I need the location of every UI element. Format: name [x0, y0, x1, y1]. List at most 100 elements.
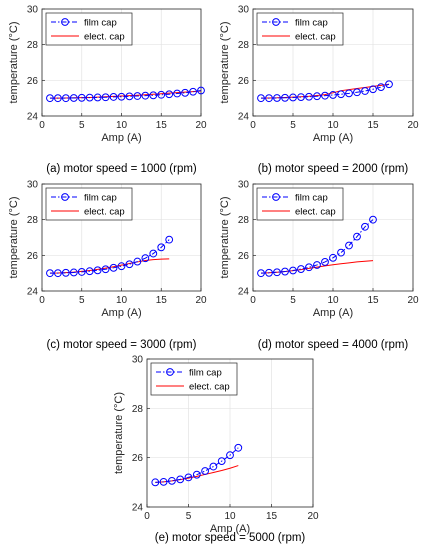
legend-label-film-cap: film cap — [189, 368, 222, 379]
data-point-film-cap — [117, 262, 126, 271]
legend-box — [256, 12, 344, 46]
y-tick-label: 28 — [27, 40, 39, 51]
y-tick-label: 26 — [132, 453, 144, 464]
data-point-film-cap — [257, 94, 265, 103]
data-point-film-cap — [69, 268, 78, 277]
x-axis-label: Amp (A) — [210, 523, 250, 535]
subplot-caption: (c) motor speed = 3000 (rpm) — [47, 339, 197, 351]
data-point-film-cap — [133, 92, 142, 100]
data-point-film-cap — [93, 266, 102, 275]
legend-marker-film-cap — [272, 18, 280, 26]
data-point-film-cap — [265, 94, 273, 103]
data-point-film-cap — [192, 470, 201, 479]
x-tick-label: 10 — [224, 511, 236, 522]
data-point-film-cap — [257, 269, 265, 278]
legend-label-elect-cap: elect. cap — [295, 32, 336, 43]
data-point-film-cap — [168, 476, 176, 485]
data-point-film-cap — [234, 443, 243, 452]
y-tick-label: 30 — [238, 180, 250, 191]
y-tick-label: 24 — [27, 287, 39, 298]
legend-label-elect-cap: elect. cap — [295, 207, 336, 218]
data-point-film-cap — [181, 88, 190, 97]
series-line-film-cap — [260, 219, 374, 274]
x-axis-label: Amp (A) — [313, 307, 353, 319]
legend: film cap elect. cap — [256, 12, 344, 46]
subplot-d: 0 5 10 15 20 24 26 28 30 Amp (A) temperature (°C) f… — [219, 180, 419, 352]
data-point-film-cap — [133, 257, 142, 266]
data-point-film-cap — [141, 91, 150, 100]
y-tick-label: 24 — [132, 503, 144, 514]
legend-marker-film-cap — [61, 193, 69, 201]
data-point-film-cap — [217, 457, 226, 466]
data-point-film-cap — [141, 254, 150, 263]
y-tick-label: 28 — [238, 40, 250, 51]
data-point-film-cap — [209, 462, 218, 471]
data-point-film-cap — [313, 261, 321, 269]
y-tick-label: 26 — [238, 251, 250, 262]
x-tick-label: 20 — [307, 511, 319, 522]
data-point-film-cap — [385, 80, 393, 89]
data-point-film-cap — [109, 93, 118, 101]
data-point-film-cap — [273, 94, 281, 102]
x-tick-label: 0 — [144, 511, 150, 522]
data-point-film-cap — [77, 268, 86, 276]
data-point-film-cap — [69, 94, 78, 102]
data-point-film-cap — [125, 260, 134, 269]
data-point-film-cap — [297, 93, 305, 101]
data-point-film-cap — [85, 93, 94, 102]
data-point-film-cap — [265, 268, 273, 277]
data-point-film-cap — [157, 243, 166, 252]
y-tick-label: 26 — [27, 251, 39, 262]
y-tick-label: 30 — [132, 355, 144, 366]
data-point-film-cap — [117, 92, 126, 101]
data-point-film-cap — [353, 232, 361, 241]
data-point-film-cap — [93, 93, 102, 102]
data-point-film-cap — [101, 93, 110, 102]
legend: film cap elect. cap — [150, 362, 238, 396]
subplot-caption: (a) motor speed = 1000 (rpm) — [46, 163, 197, 175]
y-tick-label: 30 — [27, 180, 39, 191]
x-tick-label: 20 — [407, 295, 419, 306]
x-tick-label: 15 — [266, 511, 278, 522]
y-tick-label: 28 — [27, 215, 39, 226]
y-axis-label: temperature (°C) — [219, 21, 231, 103]
data-point-film-cap — [189, 87, 197, 96]
data-point-film-cap — [165, 235, 174, 244]
data-point-film-cap — [345, 241, 353, 250]
data-point-film-cap — [226, 451, 234, 460]
legend-box — [150, 362, 238, 396]
data-point-film-cap — [305, 92, 313, 101]
data-point-film-cap — [101, 265, 110, 274]
data-point-film-cap — [345, 89, 353, 98]
x-tick-label: 15 — [156, 295, 168, 306]
y-tick-label: 28 — [132, 404, 144, 415]
legend-label-film-cap: film cap — [295, 18, 328, 29]
data-point-film-cap — [281, 93, 289, 102]
x-tick-label: 0 — [39, 295, 45, 306]
data-point-film-cap — [353, 88, 361, 97]
x-tick-label: 0 — [250, 295, 256, 306]
series-line-film-cap — [49, 239, 170, 274]
x-tick-label: 10 — [116, 295, 128, 306]
data-point-film-cap — [184, 473, 193, 482]
data-point-film-cap — [273, 268, 281, 277]
x-tick-label: 15 — [367, 295, 379, 306]
y-tick-label: 26 — [27, 76, 39, 87]
series-line-elect-cap — [49, 258, 170, 274]
data-point-film-cap — [313, 92, 321, 101]
series-line-film-cap — [49, 90, 202, 99]
data-point-film-cap — [329, 91, 337, 99]
subplot-c: 0 5 10 15 20 24 26 28 30 Amp (A) temperature (°C) f… — [8, 180, 207, 352]
y-tick-label: 24 — [27, 112, 39, 123]
legend-box — [45, 187, 133, 221]
legend: film cap elect. cap — [256, 187, 344, 221]
data-point-film-cap — [201, 467, 210, 475]
data-point-film-cap — [125, 92, 134, 101]
x-tick-label: 20 — [407, 120, 419, 131]
data-point-film-cap — [176, 475, 185, 484]
data-point-film-cap — [321, 258, 329, 266]
legend-label-elect-cap: elect. cap — [84, 207, 125, 218]
y-tick-label: 30 — [238, 5, 250, 16]
x-tick-label: 5 — [290, 295, 296, 306]
